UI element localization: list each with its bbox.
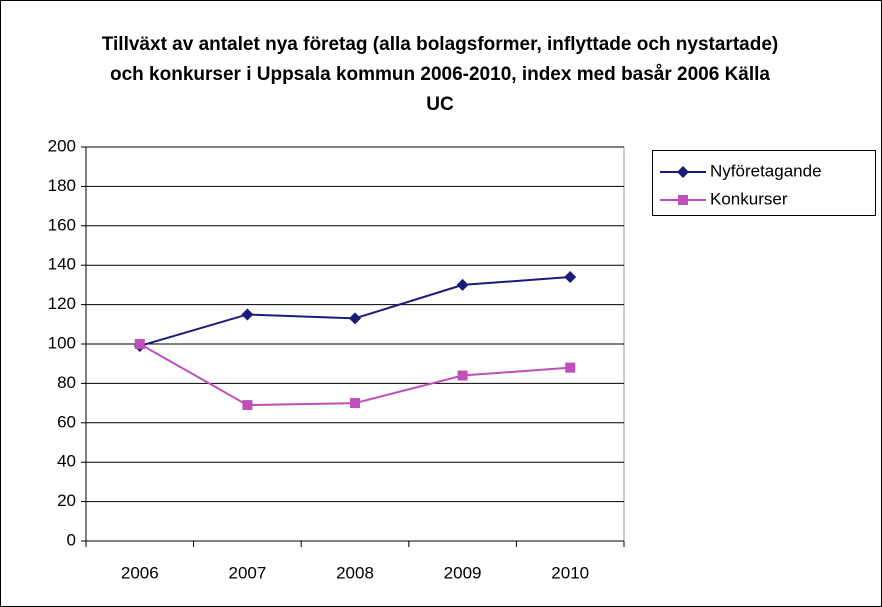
marker — [677, 166, 689, 178]
chart-title: Tillväxt av antalet nya företag (alla bo… — [101, 34, 779, 115]
x-tick-label: 2007 — [228, 563, 266, 582]
legend-label: Nyföretagande — [710, 161, 822, 180]
y-tick-label: 60 — [57, 412, 76, 431]
x-tick-label: 2010 — [551, 563, 589, 582]
marker — [349, 312, 361, 325]
marker — [565, 362, 576, 373]
y-tick-label: 120 — [48, 294, 76, 313]
x-tick-label: 2009 — [444, 563, 482, 582]
y-tick-label: 180 — [48, 176, 76, 195]
marker — [456, 278, 469, 291]
y-tick-label: 0 — [67, 530, 76, 549]
y-tick-label: 100 — [48, 333, 76, 352]
y-tick-label: 140 — [48, 255, 76, 274]
marker — [564, 271, 577, 284]
marker — [134, 339, 145, 349]
y-tick-label: 160 — [48, 215, 76, 234]
y-tick-label: 80 — [57, 373, 76, 392]
marker — [678, 195, 688, 205]
marker — [241, 308, 254, 321]
y-tick-label: 20 — [57, 491, 76, 510]
y-tick-label: 200 — [48, 136, 76, 155]
legend-box — [652, 150, 876, 216]
x-tick-label: 2008 — [336, 563, 374, 582]
legend-label: Konkurser — [710, 189, 788, 208]
marker — [457, 370, 468, 381]
marker — [242, 400, 253, 411]
y-tick-label: 40 — [57, 452, 76, 471]
marker — [350, 398, 360, 409]
x-tick-label: 2006 — [121, 563, 159, 582]
